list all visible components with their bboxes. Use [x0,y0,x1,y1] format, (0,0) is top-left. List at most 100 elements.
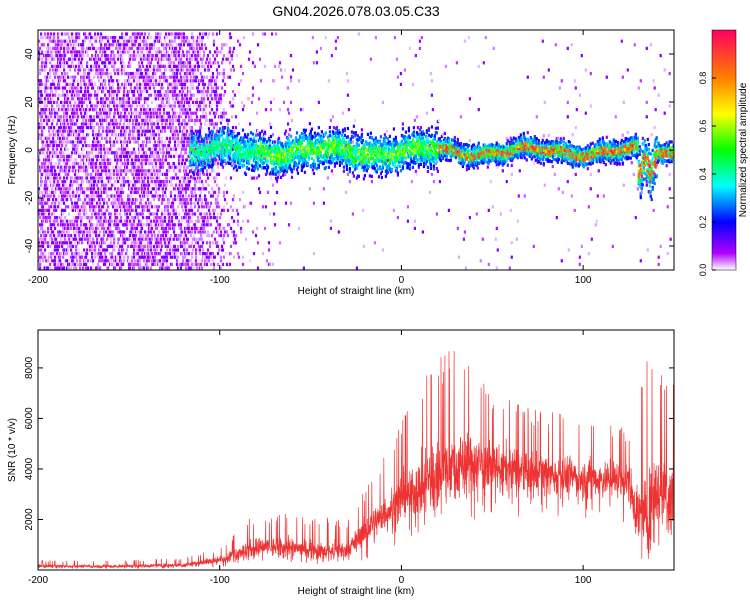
heatmap-cell [133,183,137,187]
heatmap-cell [193,180,197,184]
heatmap-cell [173,248,177,252]
heatmap-cell [148,46,152,50]
heatmap-cell [63,230,66,234]
heatmap-cell [89,201,92,205]
heatmap-cell [173,82,177,86]
heatmap-cell [131,230,135,234]
heatmap-cell [184,190,188,194]
heatmap-cell [193,64,197,68]
heatmap-cell [140,158,144,162]
heatmap-cell [95,144,98,148]
heatmap-cell [93,57,96,61]
heatmap-cell [182,144,186,148]
heatmap-cell [131,43,135,47]
heatmap-cell [113,104,116,108]
heatmap-cell [124,43,127,47]
heatmap-cell [59,32,62,36]
heatmap-cell [78,234,81,238]
heatmap-cell [191,169,195,173]
heatmap-cell [123,176,126,180]
heatmap-cell [100,172,103,176]
heatmap-cell [65,183,68,187]
heatmap-cell [41,165,44,169]
heatmap-cell [134,208,138,212]
heatmap-cell [91,244,94,248]
heatmap-cell [132,223,136,227]
heatmap-cell [159,32,163,36]
heatmap-cell [197,36,201,40]
heatmap-cell [149,158,153,162]
heatmap-cell [82,118,85,122]
heatmap-cell [176,187,180,191]
heatmap-cell [38,187,41,191]
heatmap-cell [198,132,202,136]
heatmap-cell [114,39,117,43]
heatmap-cell [109,252,112,256]
heatmap-cell [104,165,107,169]
heatmap-cell [85,144,88,148]
heatmap-cell [161,100,165,104]
heatmap-cell [135,237,139,241]
heatmap-cell [137,212,141,216]
heatmap-cell [136,50,140,54]
heatmap-cell [182,165,186,169]
heatmap-cell [144,151,148,155]
heatmap-cell [189,201,193,205]
heatmap-cell [152,187,156,191]
heatmap-cell [84,205,87,209]
heatmap-cell [176,176,180,180]
heatmap-cell [110,241,113,245]
heatmap-cell [41,64,44,68]
heatmap-cell [62,208,65,212]
heatmap-cell [174,126,178,130]
heatmap-cell [192,244,196,248]
heatmap-cell [73,205,76,209]
heatmap-cell [43,216,46,220]
heatmap-cell [57,205,60,209]
heatmap-cell [137,61,141,65]
heatmap-cell [116,140,119,144]
heatmap-cell [184,216,188,220]
heatmap-cell [85,82,88,86]
heatmap-cell [76,118,79,122]
heatmap-cell [180,241,184,245]
heatmap-cell [51,259,54,263]
heatmap-cell [137,165,141,169]
heatmap-cell [149,61,153,65]
heatmap-cell [107,226,110,230]
heatmap-cell [107,36,110,40]
heatmap-cell [89,234,92,238]
heatmap-cell [138,115,142,119]
heatmap-cell [130,219,134,223]
heatmap-cell [73,237,76,241]
heatmap-cell [151,133,155,137]
heatmap-cell [203,162,207,166]
heatmap-cell [168,248,172,252]
heatmap-cell [142,266,146,270]
heatmap-cell [179,198,183,202]
heatmap-cell [99,266,102,270]
heatmap-cell [164,54,168,58]
heatmap-cell [39,64,42,68]
heatmap-cell [185,100,189,104]
heatmap-cell [158,111,162,115]
heatmap-cell [93,147,96,151]
heatmap-cell [149,93,153,97]
heatmap-cell [129,86,133,90]
heatmap-cell [40,201,43,205]
heatmap-cell [50,32,53,36]
heatmap-cell [54,115,57,119]
heatmap-cell [72,234,75,238]
heatmap-cell [61,75,64,79]
heatmap-cell [54,201,57,205]
heatmap-cell [81,176,84,180]
heatmap-cell [70,50,73,54]
heatmap-cell [114,90,117,94]
heatmap-cell [106,154,109,158]
heatmap-cell [104,61,107,65]
heatmap-cell [109,61,112,65]
heatmap-cell [153,237,157,241]
heatmap-cell [47,72,50,76]
heatmap-cell [84,136,87,140]
heatmap-cell [58,93,61,97]
